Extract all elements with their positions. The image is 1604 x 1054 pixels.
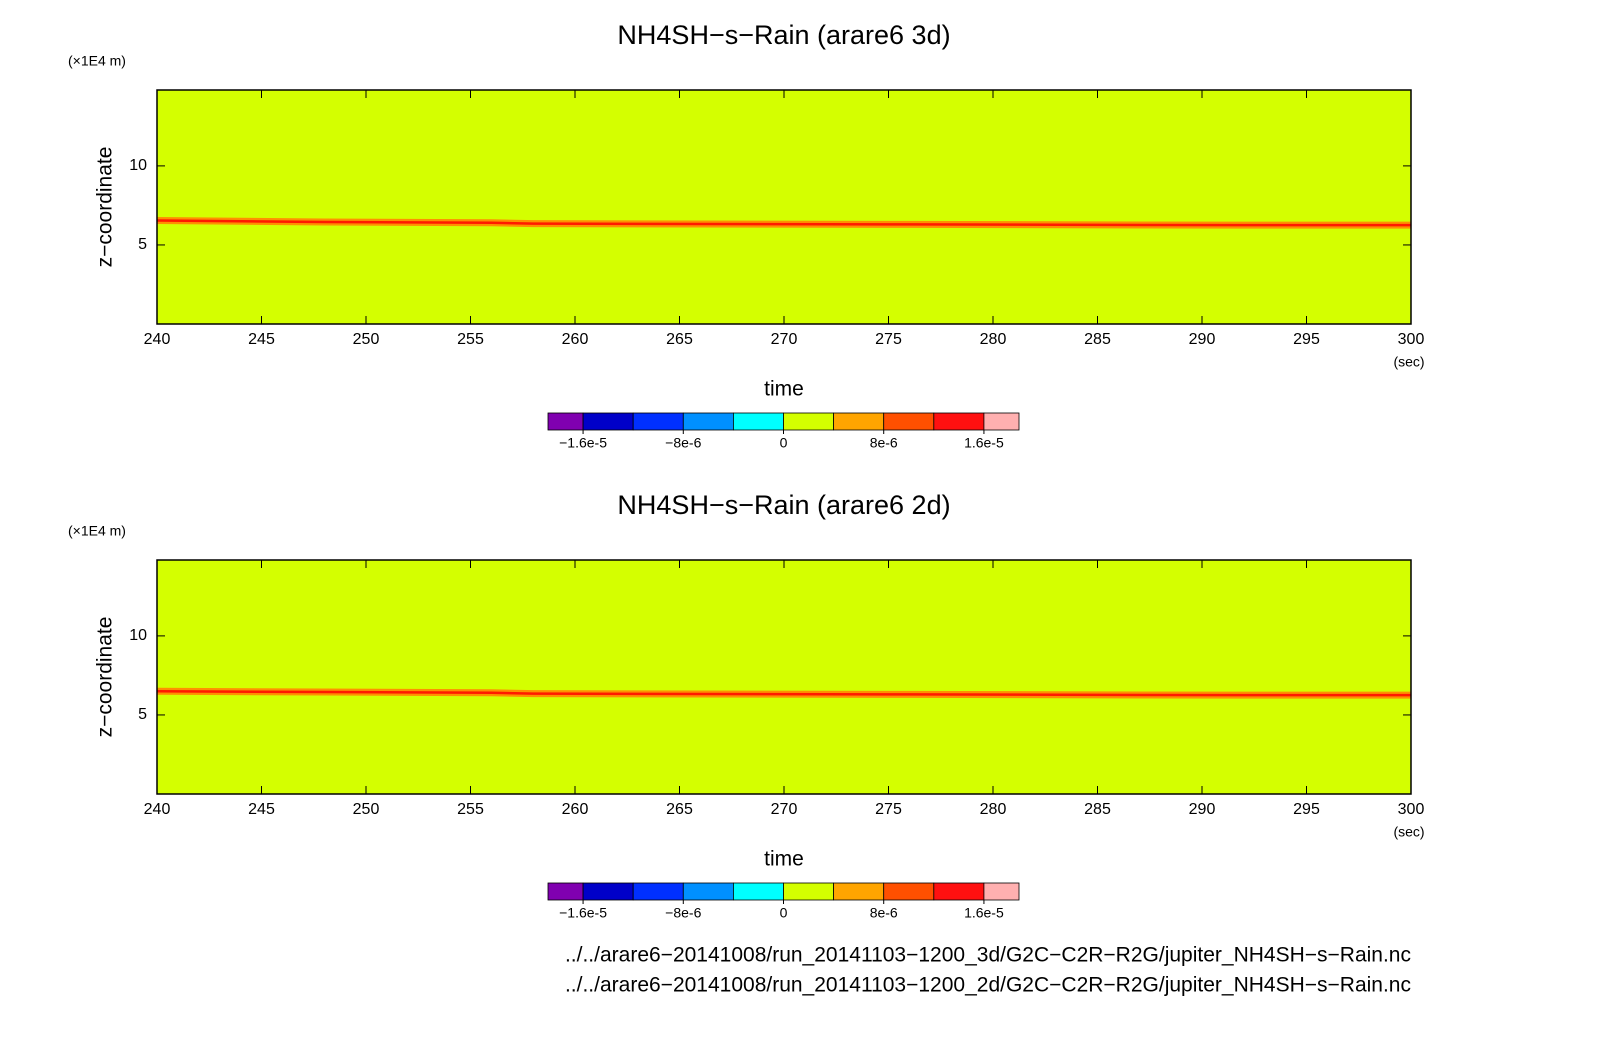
x-tick-label: 300 (1398, 331, 1425, 348)
x-tick-label: 255 (457, 801, 484, 818)
x-tick-label: 260 (562, 801, 589, 818)
colorbar-tick-label: −1.6e-5 (559, 905, 607, 921)
x-unit: (sec) (1393, 824, 1424, 840)
colorbar-segment (933, 412, 985, 431)
colorbar-segment (933, 882, 985, 901)
x-tick-label: 285 (1084, 331, 1111, 348)
colorbar-segment (783, 882, 835, 901)
x-tick-label: 270 (771, 801, 798, 818)
layer-line (156, 219, 1411, 227)
y-tick-label: 5 (138, 706, 147, 723)
x-tick-label: 250 (353, 801, 380, 818)
colorbar-segment (582, 882, 634, 901)
colorbar-tick-label: 0 (780, 905, 788, 921)
field (157, 560, 1411, 794)
x-tick-label: 275 (875, 331, 902, 348)
colorbar-segment (732, 882, 784, 901)
field (157, 90, 1411, 324)
colorbar-segment (682, 882, 734, 901)
x-tick-label: 250 (353, 331, 380, 348)
x-tick-label: 295 (1293, 331, 1320, 348)
colorbar-segment (983, 412, 1020, 431)
x-tick-label: 260 (562, 331, 589, 348)
y-unit: (×1E4 m) (68, 53, 126, 69)
y-unit: (×1E4 m) (68, 523, 126, 539)
colorbar-segment (883, 882, 935, 901)
x-tick-label: 285 (1084, 801, 1111, 818)
colorbar-segment (582, 412, 634, 431)
x-unit: (sec) (1393, 354, 1424, 370)
colorbar-segment (682, 412, 734, 431)
colorbar-segment (983, 882, 1020, 901)
colorbar-tick-label: 8e-6 (870, 435, 898, 451)
colorbar-tick-label: 1.6e-5 (964, 905, 1004, 921)
colorbar-segment (883, 412, 935, 431)
x-tick-label: 245 (248, 801, 275, 818)
footer-line: ../../arare6−20141008/run_20141103−1200_… (565, 944, 1411, 967)
x-tick-label: 240 (144, 801, 171, 818)
colorbar-segment (632, 882, 684, 901)
colorbar-segment (732, 412, 784, 431)
y-axis-label: z−coordinate (94, 617, 117, 738)
colorbar-tick-label: −8e-6 (665, 905, 701, 921)
y-tick-label: 5 (138, 236, 147, 253)
chart-title: NH4SH−s−Rain (arare6 3d) (617, 20, 950, 50)
colorbar-tick-label: −8e-6 (665, 435, 701, 451)
x-axis-label: time (764, 848, 804, 871)
colorbar-tick-label: 1.6e-5 (964, 435, 1004, 451)
x-tick-label: 255 (457, 331, 484, 348)
colorbar-segment (547, 882, 584, 901)
x-tick-label: 245 (248, 331, 275, 348)
colorbar-segment (632, 412, 684, 431)
x-tick-label: 290 (1189, 331, 1216, 348)
x-tick-label: 280 (980, 801, 1007, 818)
colorbar-segment (833, 882, 885, 901)
y-axis-label: z−coordinate (94, 147, 117, 268)
x-tick-label: 295 (1293, 801, 1320, 818)
x-tick-label: 290 (1189, 801, 1216, 818)
x-tick-label: 275 (875, 801, 902, 818)
y-tick-label: 10 (129, 157, 147, 174)
x-tick-label: 265 (666, 331, 693, 348)
colorbar-segment (833, 412, 885, 431)
footer-line: ../../arare6−20141008/run_20141103−1200_… (565, 974, 1411, 997)
x-tick-label: 280 (980, 331, 1007, 348)
layer-line (156, 689, 1411, 697)
chart-title: NH4SH−s−Rain (arare6 2d) (617, 490, 950, 520)
x-tick-label: 240 (144, 331, 171, 348)
y-tick-label: 10 (129, 627, 147, 644)
x-tick-label: 270 (771, 331, 798, 348)
x-tick-label: 300 (1398, 801, 1425, 818)
x-axis-label: time (764, 378, 804, 401)
x-tick-label: 265 (666, 801, 693, 818)
colorbar-tick-label: 8e-6 (870, 905, 898, 921)
colorbar-segment (547, 412, 584, 431)
colorbar-tick-label: 0 (780, 435, 788, 451)
colorbar-tick-label: −1.6e-5 (559, 435, 607, 451)
colorbar-segment (783, 412, 835, 431)
